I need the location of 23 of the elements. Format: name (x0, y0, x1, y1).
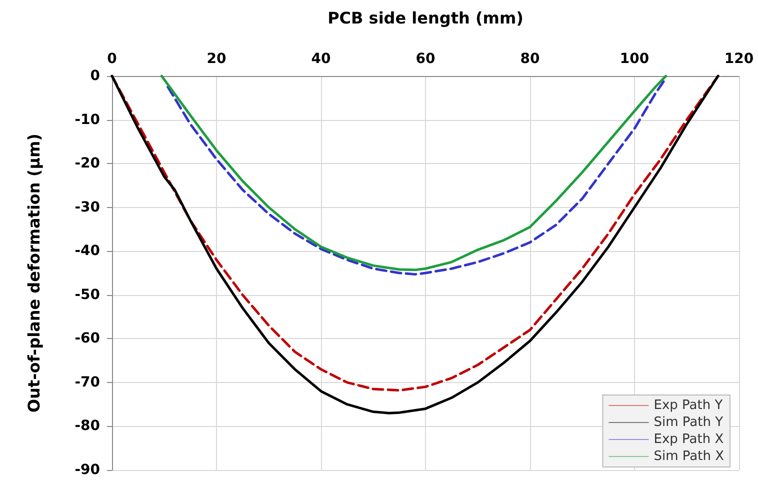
y-tick-label: -90 (74, 462, 100, 478)
x-tick-label: 120 (724, 51, 754, 67)
y-tick-label: -10 (74, 112, 100, 128)
y-tick-label: -40 (74, 243, 100, 260)
legend-label: Sim Path X (654, 449, 724, 464)
x-tick-label: 100 (620, 51, 650, 67)
x-axis-title: PCB side length (mm) (328, 8, 524, 28)
y-tick-label: -20 (74, 156, 100, 172)
y-tick-label: -50 (74, 286, 100, 303)
x-tick-label: 0 (107, 51, 118, 67)
legend-label: Exp Path Y (654, 398, 723, 413)
y-tick-label: -60 (74, 330, 100, 347)
legend-label: Exp Path X (654, 432, 724, 447)
x-tick-label: 20 (206, 51, 226, 67)
y-tick-label: 0 (90, 68, 100, 84)
y-tick-label: -70 (74, 374, 100, 390)
y-axis-title: Out-of-plane deformation (µm) (24, 134, 44, 412)
x-tick-label: 80 (520, 51, 540, 67)
x-tick-label: 40 (311, 51, 331, 67)
y-tick-label: -30 (74, 199, 100, 216)
x-tick-label: 60 (416, 51, 436, 67)
y-tick-label: -80 (74, 418, 100, 434)
legend-label: Sim Path Y (654, 415, 724, 430)
